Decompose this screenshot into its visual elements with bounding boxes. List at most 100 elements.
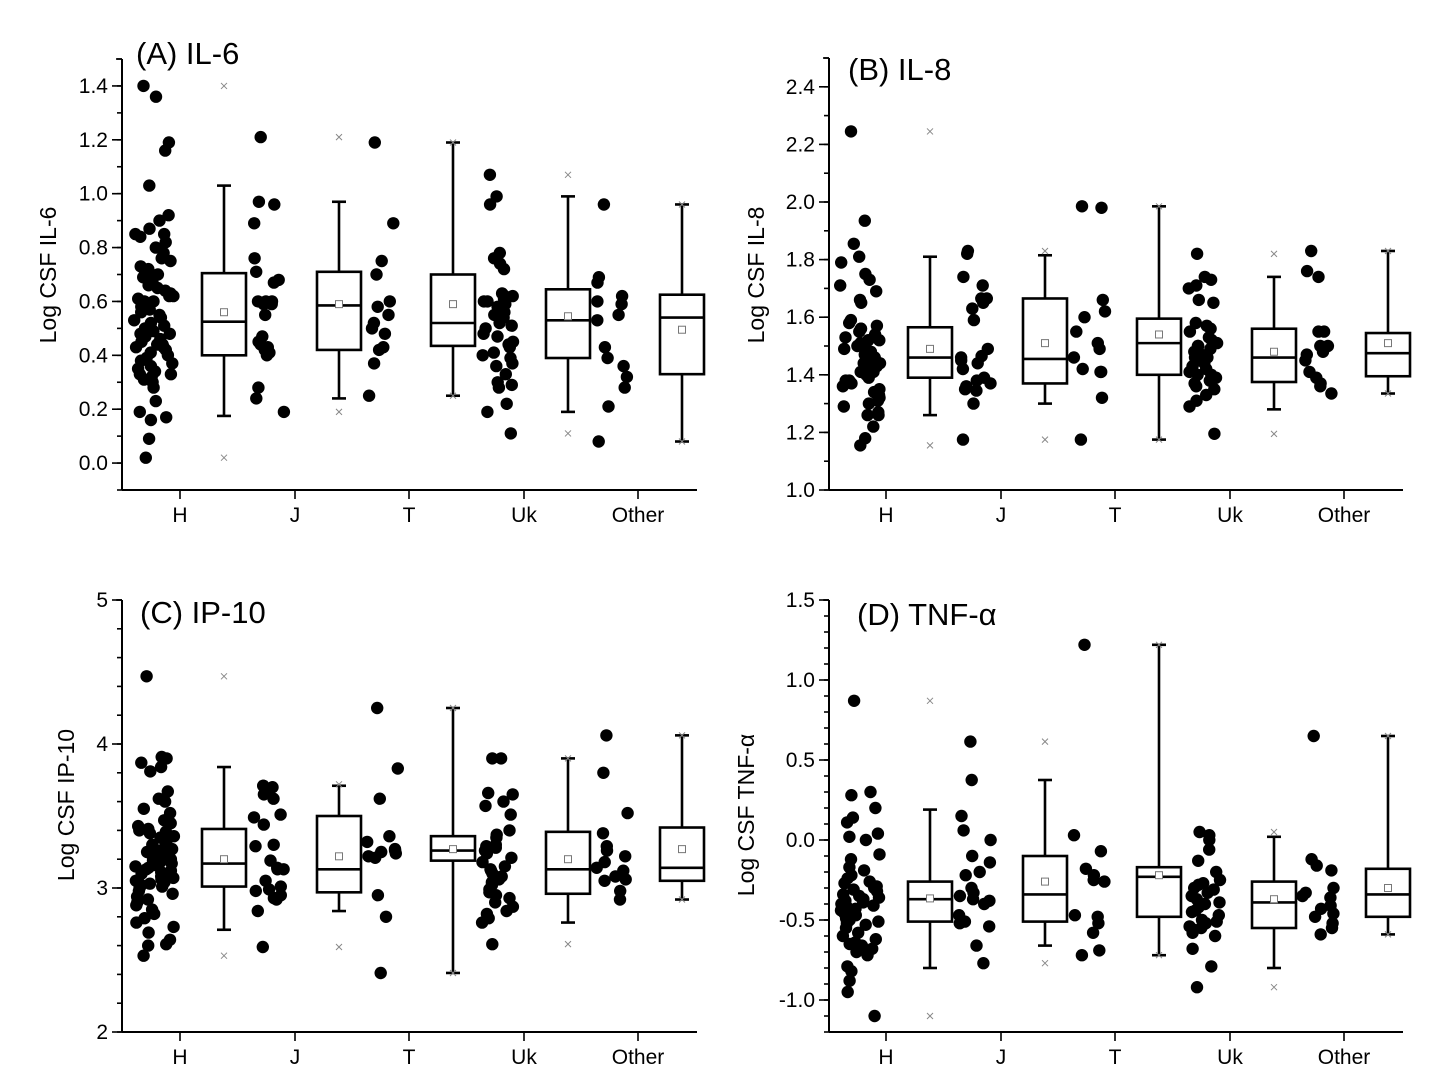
data-point-j	[966, 849, 979, 863]
mean-marker	[926, 344, 934, 353]
extreme-marker	[1155, 202, 1163, 210]
data-point-other	[1312, 270, 1325, 284]
data-point-t	[1067, 351, 1081, 364]
data-point-j	[961, 247, 974, 260]
data-point-uk	[1213, 896, 1226, 909]
data-point-h	[161, 785, 174, 798]
x-tick-label: T	[1109, 504, 1122, 527]
mean-marker	[1155, 871, 1163, 880]
data-point-h	[836, 380, 850, 393]
extreme-marker	[926, 1012, 934, 1020]
data-point-uk	[504, 808, 517, 821]
extreme-marker	[1155, 951, 1163, 959]
data-point-h	[844, 125, 858, 138]
data-point-other	[621, 806, 634, 820]
y-tick-label: 1.6	[786, 306, 815, 329]
data-point-t	[387, 217, 400, 230]
data-point-j	[956, 362, 970, 376]
box-iqr	[658, 826, 706, 883]
data-point-h	[162, 209, 175, 222]
data-point-h	[129, 341, 143, 354]
data-point-j	[959, 869, 972, 882]
x-tick-label: H	[172, 504, 187, 527]
data-point-uk	[503, 824, 516, 837]
data-point-t	[1093, 342, 1106, 356]
data-point-t	[373, 792, 386, 805]
data-point-h	[839, 331, 852, 344]
data-point-j	[248, 252, 261, 265]
data-point-h	[843, 974, 856, 987]
data-point-uk	[476, 349, 489, 362]
extreme-marker	[220, 454, 228, 462]
data-point-t	[1070, 325, 1083, 338]
data-point-h	[843, 830, 856, 843]
x-tick-label: H	[878, 504, 893, 527]
data-point-j	[970, 939, 983, 952]
box-iqr	[1135, 317, 1183, 377]
data-point-uk	[506, 788, 519, 801]
data-point-uk	[487, 346, 500, 359]
data-point-j	[966, 893, 980, 906]
data-point-t	[1078, 638, 1091, 651]
extreme-marker	[1041, 436, 1049, 443]
data-point-uk	[477, 295, 491, 308]
data-point-j	[248, 217, 261, 230]
data-point-j	[967, 313, 981, 327]
x-tick-label: T	[403, 504, 416, 527]
data-point-other	[600, 729, 613, 742]
data-point-other	[598, 341, 612, 354]
data-point-h	[163, 327, 176, 340]
mean-marker	[926, 894, 934, 903]
box-iqr	[315, 270, 363, 352]
data-point-t	[1098, 875, 1111, 888]
data-point-uk	[1203, 833, 1216, 847]
data-point-t	[389, 847, 402, 860]
data-point-uk	[500, 397, 513, 410]
data-point-t	[1087, 873, 1100, 887]
data-point-t	[1094, 365, 1107, 379]
extreme-marker	[220, 952, 228, 960]
x-tick-label: J	[290, 504, 301, 527]
y-tick-label: 0.0	[79, 452, 108, 475]
data-point-h	[144, 765, 157, 778]
data-point-j	[274, 808, 287, 821]
data-point-other	[615, 297, 628, 311]
y-axis-label: Log CSF TNF-α	[733, 734, 759, 896]
y-tick-label: 1.8	[786, 249, 815, 272]
data-point-j	[965, 773, 978, 787]
data-point-uk	[505, 851, 518, 864]
data-point-other	[1327, 907, 1340, 920]
data-point-t	[372, 343, 386, 357]
box-iqr	[1021, 854, 1069, 923]
data-point-h	[141, 893, 155, 906]
data-point-j	[249, 884, 262, 898]
data-point-h	[164, 368, 178, 381]
data-point-other	[590, 861, 603, 874]
data-point-t	[1086, 926, 1100, 939]
data-point-h	[873, 334, 886, 347]
data-point-uk	[1200, 388, 1213, 402]
data-point-t	[361, 835, 374, 849]
extreme-marker	[220, 672, 228, 680]
data-point-h	[840, 816, 854, 829]
data-point-h	[154, 760, 168, 774]
extreme-marker	[678, 896, 686, 903]
data-point-other	[596, 827, 610, 840]
data-point-h	[862, 397, 876, 410]
data-point-uk	[504, 427, 517, 440]
data-point-h	[143, 222, 156, 235]
data-point-other	[614, 884, 627, 898]
extreme-marker	[1384, 931, 1392, 938]
data-point-j	[983, 856, 997, 869]
box-iqr	[429, 273, 477, 348]
data-point-uk	[489, 841, 502, 854]
data-point-t	[368, 136, 381, 149]
x-tick-label: Uk	[511, 504, 537, 527]
data-point-other	[1305, 244, 1318, 258]
data-point-h	[855, 296, 868, 309]
data-point-h	[166, 357, 179, 370]
x-tick-label: Other	[1318, 504, 1371, 527]
extreme-marker	[1270, 430, 1278, 438]
data-point-h	[847, 237, 860, 250]
y-tick-label: 0.6	[79, 290, 108, 313]
